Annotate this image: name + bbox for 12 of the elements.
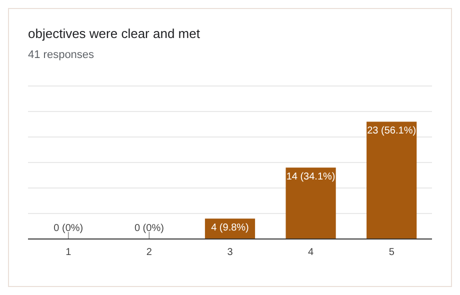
chart-title: objectives were clear and met xyxy=(28,26,200,41)
x-tick-label: 5 xyxy=(388,247,395,258)
data-label: 0 (0%) xyxy=(54,223,84,234)
x-tick-label: 1 xyxy=(66,247,72,258)
data-label: 23 (56.1%) xyxy=(367,126,416,137)
data-label: 14 (34.1%) xyxy=(286,172,336,183)
data-label: 4 (9.8%) xyxy=(211,222,249,234)
x-tick-label: 2 xyxy=(146,247,152,258)
chart-subtitle: 41 responses xyxy=(28,49,95,61)
x-tick-label: 4 xyxy=(308,247,314,258)
data-label: 0 (0%) xyxy=(134,223,164,234)
x-tick-label: 3 xyxy=(227,247,234,258)
